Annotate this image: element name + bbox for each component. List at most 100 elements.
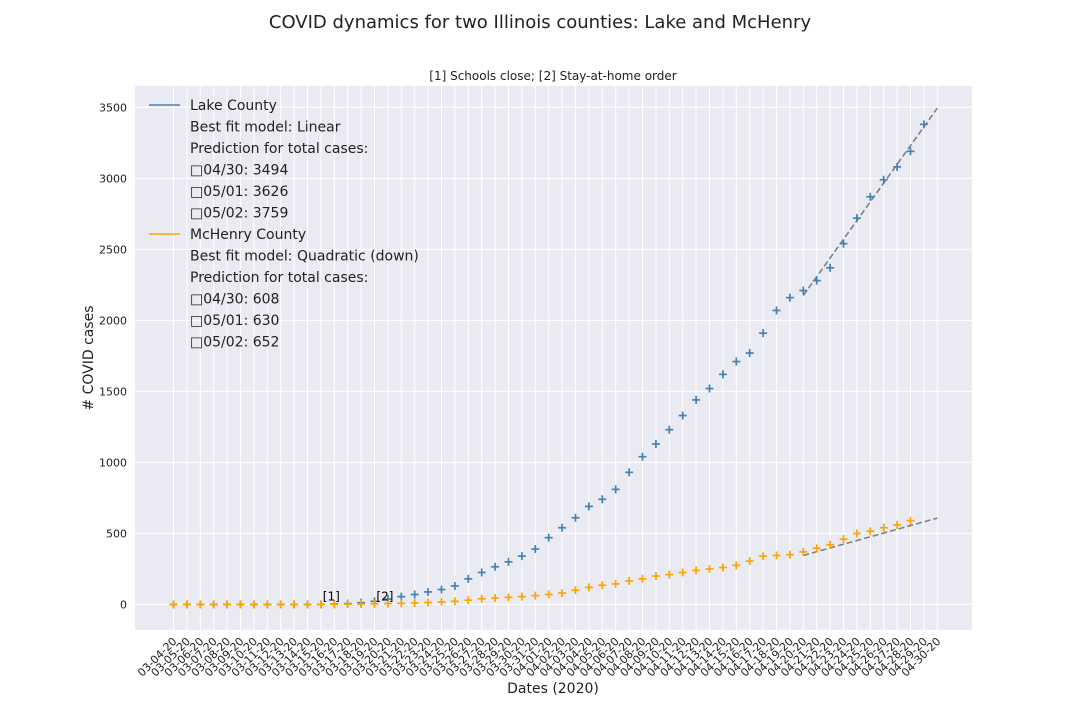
data-point (330, 600, 339, 609)
y-tick-label: 0 (120, 598, 127, 611)
data-point (759, 552, 768, 561)
data-point (182, 600, 191, 609)
data-point (906, 147, 915, 156)
data-point (450, 581, 459, 590)
data-point (571, 513, 580, 522)
fit-line (803, 517, 938, 557)
data-point (383, 599, 392, 608)
data-point (397, 599, 406, 608)
data-point (879, 175, 888, 184)
data-point (263, 600, 272, 609)
data-point (223, 600, 232, 609)
data-point (598, 581, 607, 590)
data-point (611, 579, 620, 588)
data-point (879, 523, 888, 532)
legend: Lake County Best fit model: Linear Predict… (149, 98, 419, 351)
data-point (343, 600, 352, 609)
data-point (866, 192, 875, 201)
legend-text: Best fit model: Quadratic (down) (190, 249, 419, 265)
legend-text: □04/30: 3494 (190, 163, 288, 179)
fit-line (802, 107, 938, 296)
data-point (705, 384, 714, 393)
legend-text: Prediction for total cases: (190, 141, 368, 157)
y-tick-labels: 0 500 1000 1500 2000 2500 3000 3500 (99, 101, 127, 611)
data-point (772, 551, 781, 560)
chart-subtitle: [1] Schools close; [2] Stay-at-home orde… (429, 69, 676, 83)
data-point (906, 516, 915, 525)
data-point (410, 599, 419, 608)
data-point (571, 586, 580, 595)
data-point (370, 599, 379, 608)
y-tick-label: 3000 (99, 172, 127, 185)
legend-text: □05/02: 652 (190, 335, 279, 351)
data-point (517, 552, 526, 561)
data-point (812, 544, 821, 553)
data-point (799, 286, 808, 295)
legend-text: □04/30: 608 (190, 292, 279, 308)
data-point (839, 239, 848, 248)
data-point (785, 550, 794, 559)
legend-text: □05/01: 3626 (190, 184, 288, 200)
data-point (718, 370, 727, 379)
data-point (196, 600, 205, 609)
data-point (544, 590, 553, 599)
data-point (839, 535, 848, 544)
data-point (544, 533, 553, 542)
y-tick-label: 500 (106, 527, 127, 540)
event-annotation: [2] (376, 589, 393, 603)
data-point (826, 263, 835, 272)
data-point (558, 589, 567, 598)
data-point (276, 600, 285, 609)
data-point (584, 502, 593, 511)
data-point (893, 520, 902, 529)
data-point (745, 557, 754, 566)
legend-text: Prediction for total cases: (190, 270, 368, 286)
data-point (598, 495, 607, 504)
data-point (437, 597, 446, 606)
data-point (584, 583, 593, 592)
legend-text: □05/02: 3759 (190, 206, 288, 222)
y-tick-label: 1000 (99, 456, 127, 469)
data-point (772, 306, 781, 315)
data-point (732, 561, 741, 570)
y-tick-label: 2500 (99, 243, 127, 256)
data-point (437, 585, 446, 594)
data-point (450, 597, 459, 606)
data-point (611, 485, 620, 494)
data-point (665, 425, 674, 434)
data-points (169, 120, 928, 609)
data-point (169, 600, 178, 609)
data-point (651, 439, 660, 448)
data-point (464, 596, 473, 605)
data-point (692, 566, 701, 575)
y-axis-label: # COVID cases (81, 305, 97, 410)
data-point (424, 587, 433, 596)
data-point (290, 600, 299, 609)
data-point (678, 411, 687, 420)
y-tick-label: 3500 (99, 101, 127, 114)
data-point (759, 329, 768, 338)
data-point (852, 214, 861, 223)
data-point (745, 349, 754, 358)
legend-text: □05/01: 630 (190, 313, 279, 329)
data-point (410, 590, 419, 599)
data-point (531, 591, 540, 600)
y-tick-label: 2000 (99, 314, 127, 327)
data-point (919, 120, 928, 129)
fit-lines (802, 107, 938, 557)
legend-text: McHenry County (190, 227, 306, 243)
data-point (692, 395, 701, 404)
data-point (625, 576, 634, 585)
data-point (491, 594, 500, 603)
data-point (209, 600, 218, 609)
data-point (504, 557, 513, 566)
data-point (517, 592, 526, 601)
data-point (638, 574, 647, 583)
data-point (397, 592, 406, 601)
plot-area (135, 86, 972, 630)
data-point (531, 545, 540, 554)
legend-text: Lake County (190, 98, 277, 114)
data-point (558, 523, 567, 532)
